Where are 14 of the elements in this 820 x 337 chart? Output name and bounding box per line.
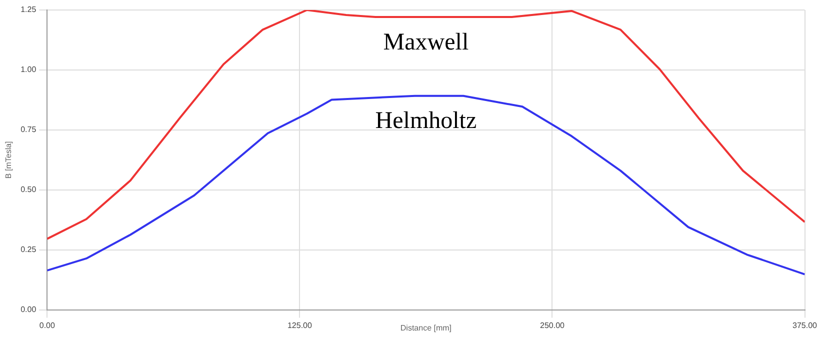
y-tick-label: 1.25: [20, 5, 37, 14]
y-tick-label: 0.00: [20, 305, 37, 314]
x-tick-label: 375.00: [792, 320, 818, 330]
y-axis-title: B [mTesla]: [4, 141, 14, 179]
series-label: Maxwell: [383, 29, 469, 56]
x-axis-title: Distance [mm]: [400, 323, 452, 332]
x-tick-label: 0.00: [39, 320, 56, 330]
y-tick-label: 0.75: [20, 125, 37, 134]
y-tick-label: 0.50: [20, 185, 37, 194]
x-tick-label: 125.00: [287, 320, 312, 330]
y-tick-label: 1.00: [20, 65, 37, 74]
x-tick-label: 250.00: [540, 320, 566, 330]
y-tick-label: 0.25: [20, 245, 37, 254]
series-label: Helmholtz: [375, 108, 477, 134]
